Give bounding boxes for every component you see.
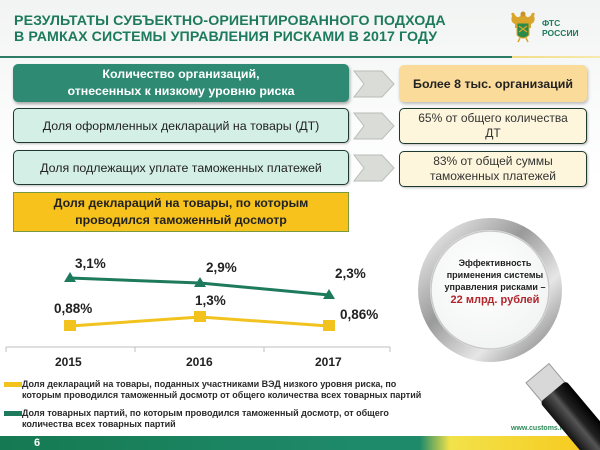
chevron-right-icon bbox=[352, 70, 395, 98]
metric-label-declarations-share: Доля оформленных деклараций на товары (Д… bbox=[13, 108, 349, 143]
page-number: 6 bbox=[34, 437, 41, 449]
callout-line: управления рисками – bbox=[444, 282, 546, 292]
square-marker-icon bbox=[64, 320, 76, 331]
logo-text-line-2: РОССИИ bbox=[542, 28, 579, 38]
data-label: 3,1% bbox=[75, 256, 106, 271]
fts-logo: ФТС РОССИИ bbox=[509, 10, 589, 46]
eagle-emblem-icon bbox=[511, 11, 535, 43]
metric-value-line: 65% от общего количества bbox=[418, 111, 568, 125]
square-marker-icon bbox=[323, 320, 335, 331]
metric-value-declarations-share: 65% от общего количества ДТ bbox=[399, 108, 587, 144]
metric-label-line: Доля подлежащих уплате таможенных платеж… bbox=[40, 160, 322, 175]
chevron-right-icon bbox=[352, 112, 395, 140]
metric-label-line: Количество организаций, bbox=[102, 67, 260, 81]
metric-label-low-risk-orgs: Количество организаций, отнесенных к низ… bbox=[13, 64, 349, 102]
chart-heading-line: Доля деклараций на товары, по которым bbox=[53, 196, 309, 210]
callout-highlight-value: 22 млрд. рублей bbox=[450, 294, 540, 306]
triangle-marker-icon bbox=[194, 277, 206, 287]
x-tick-label: 2015 bbox=[55, 355, 82, 369]
legend-swatch-green bbox=[4, 411, 22, 416]
x-tick-label: 2016 bbox=[186, 355, 213, 369]
data-label: 2,3% bbox=[335, 266, 366, 281]
legend-swatch-yellow bbox=[4, 382, 22, 387]
data-label: 1,3% bbox=[195, 293, 226, 308]
title-line-2: В РАМКАХ СИСТЕМЫ УПРАВЛЕНИЯ РИСКАМИ В 20… bbox=[14, 29, 438, 45]
chart-heading: Доля деклараций на товары, по которым пр… bbox=[13, 192, 349, 232]
line-chart: 3,1% 2,9% 2,3% 0,88% 1,3% 0,86% 2015 201… bbox=[0, 240, 400, 375]
legend-text-line: количества всех товарных партий bbox=[22, 419, 176, 429]
metric-value-customs-payments-share: 83% от общей суммы таможенных платежей bbox=[399, 151, 587, 187]
chevron-right-icon bbox=[352, 154, 395, 182]
header-divider-yellow bbox=[512, 56, 600, 58]
title-line-1: РЕЗУЛЬТАТЫ СУБЪЕКТНО-ОРИЕНТИРОВАННОГО ПО… bbox=[14, 13, 446, 29]
legend-text-line: которым проводился таможенный досмотр от… bbox=[22, 390, 422, 400]
metric-label-line: отнесенных к низкому уровню риска bbox=[67, 84, 295, 98]
chart-plot bbox=[5, 272, 391, 352]
callout-line: применения системы bbox=[446, 270, 544, 280]
legend-text-line: Доля деклараций на товары, поданных учас… bbox=[22, 379, 397, 389]
footer-bar bbox=[0, 436, 600, 450]
effectiveness-callout: Эффективность применения системы управле… bbox=[435, 257, 555, 307]
data-label: 2,9% bbox=[206, 260, 237, 275]
metric-value-low-risk-orgs: Более 8 тыс. организаций bbox=[399, 65, 587, 102]
chart-heading-line: проводился таможенный досмотр bbox=[75, 213, 287, 227]
data-label: 0,86% bbox=[340, 307, 379, 322]
metric-label-customs-payments-share: Доля подлежащих уплате таможенных платеж… bbox=[13, 150, 349, 185]
metric-label-line: Доля оформленных деклараций на товары (Д… bbox=[42, 118, 320, 133]
magnifying-glass-icon bbox=[418, 218, 600, 450]
website-link[interactable]: www.customs.ru bbox=[511, 425, 567, 432]
logo-text-line-1: ФТС bbox=[542, 18, 561, 28]
header-divider-green bbox=[0, 56, 512, 58]
data-label: 0,88% bbox=[54, 301, 93, 316]
legend-text-line: Доля товарных партий, по которым проводи… bbox=[22, 408, 389, 418]
x-tick-label: 2017 bbox=[315, 355, 342, 369]
metric-value-text: Более 8 тыс. организаций bbox=[413, 76, 573, 91]
page-title: РЕЗУЛЬТАТЫ СУБЪЕКТНО-ОРИЕНТИРОВАННОГО ПО… bbox=[14, 13, 446, 45]
callout-line: Эффективность bbox=[458, 258, 532, 268]
metric-value-line: 83% от общей суммы bbox=[433, 154, 553, 168]
metric-value-line: ДТ bbox=[485, 126, 501, 140]
square-marker-icon bbox=[194, 311, 206, 322]
triangle-marker-icon bbox=[64, 272, 76, 282]
metric-value-line: таможенных платежей bbox=[430, 169, 556, 183]
logo-text: ФТС РОССИИ bbox=[542, 18, 579, 38]
triangle-marker-icon bbox=[323, 289, 335, 299]
